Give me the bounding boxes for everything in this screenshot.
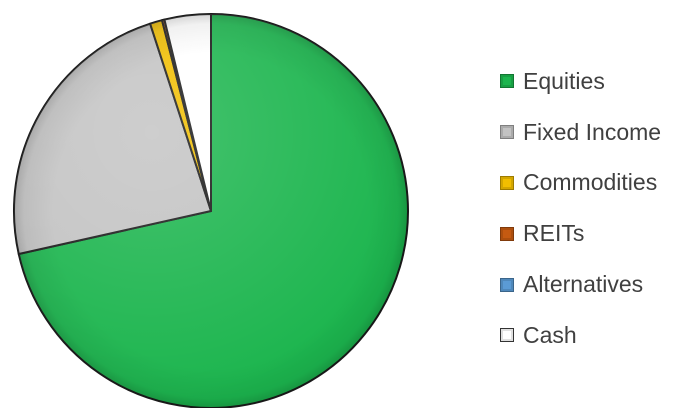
legend-swatch-equities: [500, 74, 514, 89]
legend-label-fixed-income: Fixed Income: [523, 118, 662, 145]
legend-label-equities: Equities: [523, 67, 605, 94]
legend-item-alternatives: Alternatives: [500, 259, 685, 310]
legend-item-fixed-income: Fixed Income: [500, 107, 685, 158]
legend-swatch-cash: [500, 328, 514, 343]
legend-swatch-commodities: [500, 175, 514, 190]
legend-label-reits: REITs: [523, 220, 585, 247]
legend-item-reits: REITs: [500, 208, 685, 259]
legend-item-cash: Cash: [500, 310, 685, 361]
legend-swatch-reits: [500, 226, 514, 241]
chart-legend: Equities Fixed Income Commodities REITs …: [500, 56, 685, 361]
legend-swatch-alternatives: [500, 277, 514, 292]
legend-item-commodities: Commodities: [500, 158, 685, 209]
legend-item-equities: Equities: [500, 56, 685, 107]
pie-slices: [13, 13, 409, 408]
legend-label-cash: Cash: [523, 321, 577, 348]
legend-label-alternatives: Alternatives: [523, 271, 644, 298]
legend-swatch-fixed-income: [500, 125, 514, 140]
legend-label-commodities: Commodities: [523, 169, 658, 196]
